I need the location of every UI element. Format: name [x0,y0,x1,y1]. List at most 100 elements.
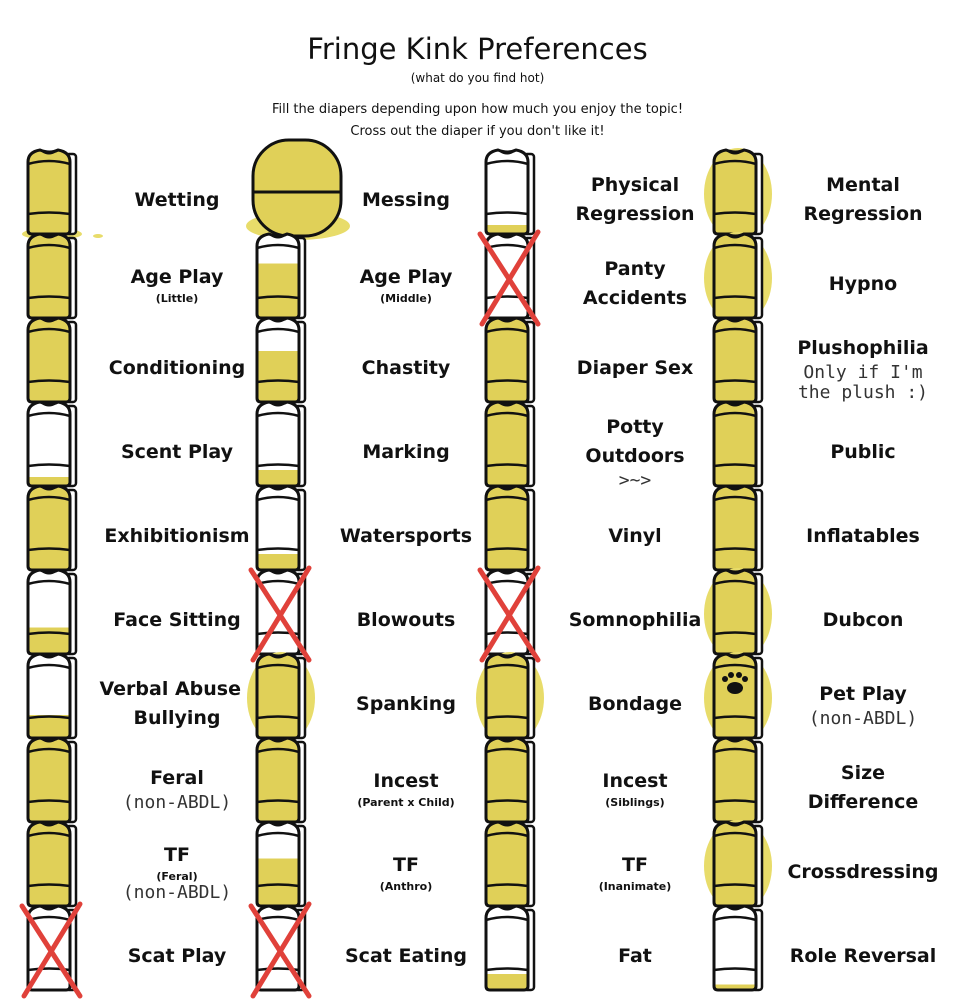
diaper-icon [19,901,83,999]
fill-level [714,666,756,738]
diaper-icon [484,820,536,908]
diaper-item: Plushophilia Only if I'm the plush :) [708,316,946,410]
fill-level [486,498,528,570]
item-label: Marking [362,440,450,463]
fill-level [486,330,528,402]
diaper-item: Feral (non-ABDL) [22,736,260,830]
item-label: TF [622,854,648,876]
fill-level [257,351,299,402]
item-label: Panty Accidents [582,258,688,309]
item-label-group: Feral (non-ABDL) [97,746,257,830]
item-label-group: Somnophilia [555,578,715,662]
item-label: Conditioning [108,356,246,379]
diaper-icon [248,565,312,663]
fill-level [28,330,70,402]
diaper-item: Potty Outdoors >~> [480,400,718,494]
fill-level [714,162,756,234]
diaper-item: Age Play (Little) [22,232,260,326]
diaper-icon [704,652,772,744]
cross-out-icon [19,901,83,999]
item-label: Watersports [339,524,473,547]
handwritten-note: >~> [618,470,652,491]
diaper-item: Exhibitionism [22,484,260,578]
diaper-icon [248,901,312,999]
fill-level [714,834,756,906]
page-title: Fringe Kink Preferences [307,32,648,66]
item-label-group: Scent Play [97,410,257,494]
item-label-group: TF (Feral) (non-ABDL) [97,830,257,914]
diaper-item: Vinyl [480,484,718,578]
diaper-item: TF (Inanimate) [480,820,718,914]
fill-level [714,750,756,822]
diaper-item: Pet Play (non-ABDL) [704,652,946,746]
item-label-group: Crossdressing [783,830,943,914]
instruction-cross: Cross out the diaper if you don't like i… [350,124,605,139]
diaper-icon [26,400,78,488]
diaper-item: Diaper Sex [480,316,718,410]
page-subtitle: (what do you find hot) [410,71,545,85]
item-label-group: Diaper Sex [555,326,715,410]
diaper-icon [26,232,78,320]
item-label: Age Play [359,266,453,288]
diaper-icon [26,820,78,908]
diaper-icon [712,400,764,488]
diaper-icon [26,484,78,572]
fill-level [714,246,756,318]
diaper-item: Scat Play [19,901,260,999]
diaper-item: Spanking [247,652,489,746]
diaper-icon [26,316,78,404]
item-label-group: Incest (Parent x Child) [326,746,486,830]
fill-level [714,984,756,990]
item-label: Hypno [828,272,898,295]
diaper-icon [712,484,764,572]
fill-level [257,554,299,570]
item-label-group: Mental Regression [783,158,943,242]
diaper-icon [484,904,536,992]
item-label-group: Conditioning [97,326,257,410]
fill-level [28,715,70,738]
item-sublabel: (Little) [155,292,199,305]
item-label: Potty Outdoors [585,416,685,467]
fill-level [257,666,299,738]
handwritten-note: Only if I'm the plush :) [797,361,929,403]
item-label: Face Sitting [113,608,241,631]
diaper-item: Age Play (Middle) [251,232,489,326]
item-label: TF [393,854,419,876]
diaper-icon [477,229,541,327]
fill-level [28,834,70,906]
item-label: Role Reversal [789,944,937,967]
fill-level [28,498,70,570]
diaper-icon [255,736,307,824]
diaper-item: Public [708,400,946,494]
diaper-icon [484,400,536,488]
handwritten-note: (non-ABDL) [122,882,232,903]
diaper-icon [704,568,772,660]
diaper-icon [255,484,307,572]
diaper-item: Face Sitting [22,568,260,662]
diaper-item: Inflatables [708,484,946,578]
fill-level [257,470,299,486]
item-label-group: Scat Eating [326,914,486,998]
item-label-group: Inflatables [783,494,943,578]
item-label: Verbal Abuse / Bullying [99,678,255,729]
instruction-fill: Fill the diapers depending upon how much… [271,102,684,117]
item-label-group: Age Play (Little) [97,242,257,326]
diaper-icon [255,820,307,908]
item-label-group: Spanking [326,662,486,746]
item-label: Dubcon [822,608,904,631]
fill-level [486,225,528,234]
fill-level [257,858,299,906]
item-label-group: Verbal Abuse / Bullying [97,662,257,746]
diaper-item: Watersports [251,484,489,578]
item-label-group: Watersports [326,494,486,578]
cross-out-icon [477,229,541,327]
diaper-icon [26,652,78,740]
diaper-item: Crossdressing [704,820,946,914]
diaper-icon [26,568,78,656]
item-label-group: Public [783,410,943,494]
diaper-item: Hypno [704,232,946,326]
item-label: Pet Play [819,682,907,705]
diaper-item: Fat [480,904,718,998]
item-label: Spanking [356,692,456,715]
item-label-group: Exhibitionism [97,494,257,578]
